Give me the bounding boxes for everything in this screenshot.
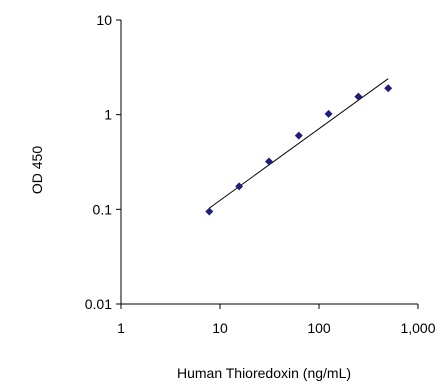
y-axis: 0.01 0.1 1 10: [85, 12, 121, 312]
y-tick-label: 10: [96, 12, 112, 28]
y-tick-label: 1: [104, 107, 112, 123]
data-point: [235, 182, 244, 191]
x-tick-label: 1,000: [400, 320, 435, 336]
data-point: [354, 92, 363, 101]
data-point: [294, 131, 303, 140]
plot-area: [120, 20, 418, 305]
trendline: [209, 78, 389, 209]
y-tick-label: 0.01: [85, 296, 112, 312]
data-points: [205, 84, 393, 216]
data-point: [324, 109, 333, 118]
x-tick-label: 10: [212, 320, 228, 336]
x-tick-label: 1: [117, 320, 125, 336]
trendline-layer: [209, 78, 389, 209]
y-axis-title: OD 450: [29, 146, 45, 194]
x-axis-title: Human Thioredoxin (ng/mL): [177, 365, 351, 381]
x-axis: 1 10 100 1,000: [117, 304, 436, 336]
x-tick-label: 100: [307, 320, 331, 336]
data-point: [264, 157, 273, 166]
y-tick-label: 0.1: [93, 201, 113, 217]
data-point: [384, 84, 393, 93]
data-point: [205, 207, 214, 216]
